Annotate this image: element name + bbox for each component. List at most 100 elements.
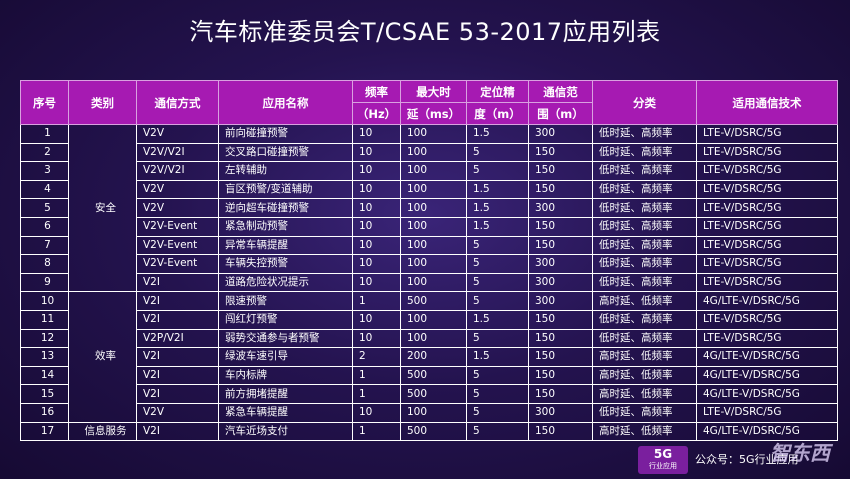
app-name-cell: 异常车辆提醒 [218, 235, 353, 256]
seq-cell: 3 [20, 161, 69, 181]
range-cell: 300 [528, 254, 593, 274]
header-range-unit: 围（m） [528, 102, 593, 125]
brand-watermark: 智东西 [770, 441, 830, 465]
latency-cell: 100 [400, 328, 467, 349]
table-row: 14 V2I 车内标牌 1 500 5 150 高时延、低频率 4G/LTE-V/DSRC/5G [20, 365, 838, 386]
seq-cell: 2 [20, 142, 69, 163]
header-app-name: 应用名称 [218, 80, 353, 125]
seq-cell: 7 [20, 235, 69, 256]
logo-main: 5G [653, 447, 673, 461]
comm-mode-cell: V2V-Event [136, 216, 219, 237]
range-cell: 150 [528, 421, 593, 442]
accuracy-cell: 5 [466, 235, 529, 256]
seq-cell: 4 [20, 179, 69, 200]
table-row: 10 效率 V2I 限速预警 1 500 5 300 高时延、低频率 4G/LTE-V/DSRC/… [20, 291, 838, 423]
freq-cell: 2 [352, 347, 401, 367]
comm-mode-cell: V2I [136, 365, 219, 386]
tech-cell: LTE-V/DSRC/5G [696, 402, 838, 423]
latency-cell: 100 [400, 402, 467, 423]
accuracy-cell: 5 [466, 328, 529, 349]
range-cell: 150 [528, 235, 593, 256]
latency-cell: 100 [400, 124, 467, 144]
latency-cell: 100 [400, 235, 467, 256]
table-header: 序号 类别 通信方式 应用名称 频率 最大时 定位精 通信范 分类 适用通信技术… [20, 80, 838, 125]
comm-mode-cell: V2V [136, 124, 219, 144]
classification-cell: 低时延、高频率 [592, 124, 697, 144]
classification-cell: 低时延、高频率 [592, 272, 697, 293]
comm-mode-cell: V2V [136, 179, 219, 200]
seq-cell: 13 [20, 347, 69, 367]
accuracy-cell: 1.5 [466, 347, 529, 367]
app-name-cell: 汽车近场支付 [218, 421, 353, 442]
header-comm-mode: 通信方式 [136, 80, 219, 125]
tech-cell: LTE-V/DSRC/5G [696, 179, 838, 200]
accuracy-cell: 5 [466, 365, 529, 386]
range-cell: 150 [528, 216, 593, 237]
freq-cell: 10 [352, 179, 401, 200]
comm-mode-cell: V2I [136, 421, 219, 442]
comm-mode-cell: V2V/V2I [136, 142, 219, 163]
tech-cell: LTE-V/DSRC/5G [696, 235, 838, 256]
classification-cell: 低时延、高频率 [592, 216, 697, 237]
latency-cell: 200 [400, 347, 467, 367]
table-row: 3 V2V/V2I 左转辅助 10 100 5 150 低时延、高频率 LTE-V/DSRC/5… [20, 161, 838, 181]
comm-mode-cell: V2V [136, 198, 219, 218]
range-cell: 300 [528, 198, 593, 218]
freq-cell: 10 [352, 272, 401, 293]
latency-cell: 100 [400, 142, 467, 163]
header-range: 通信范 [528, 80, 593, 103]
tech-cell: LTE-V/DSRC/5G [696, 254, 838, 274]
freq-cell: 10 [352, 216, 401, 237]
table-row: 8 V2V-Event 车辆失控预警 10 100 5 300 低时延、高频率 LTE-V/DS… [20, 254, 838, 274]
latency-cell: 100 [400, 179, 467, 200]
classification-cell: 低时延、高频率 [592, 179, 697, 200]
accuracy-cell: 5 [466, 384, 529, 404]
tech-cell: LTE-V/DSRC/5G [696, 328, 838, 349]
app-name-cell: 交叉路口碰撞预警 [218, 142, 353, 163]
accuracy-cell: 1.5 [466, 309, 529, 330]
tech-cell: LTE-V/DSRC/5G [696, 142, 838, 163]
tech-cell: 4G/LTE-V/DSRC/5G [696, 291, 838, 311]
latency-cell: 500 [400, 365, 467, 386]
range-cell: 150 [528, 347, 593, 367]
table-row: 17 信息服务 V2I 汽车近场支付 1 500 5 150 高时延、低频率 4G/LTE-V/D… [20, 421, 838, 442]
app-name-cell: 紧急车辆提醒 [218, 402, 353, 423]
table-row: 9 V2I 道路危险状况提示 10 100 5 300 低时延、高频率 LTE-V/DSRC/5… [20, 272, 838, 293]
classification-cell: 高时延、低频率 [592, 421, 697, 442]
table-row: 2 V2V/V2I 交叉路口碰撞预警 10 100 5 150 低时延、高频率 LTE-V/DS… [20, 142, 838, 163]
app-name-cell: 逆向超车碰撞预警 [218, 198, 353, 218]
tech-cell: LTE-V/DSRC/5G [696, 272, 838, 293]
table-row: 16 V2V 紧急车辆提醒 10 100 5 300 低时延、高频率 LTE-V/DSRC/5G [20, 402, 838, 423]
category-cell-safety: 安全 [68, 123, 137, 293]
app-name-cell: 绿波车速引导 [218, 347, 353, 367]
header-latency-unit: 延（ms） [400, 102, 467, 125]
tech-cell: 4G/LTE-V/DSRC/5G [696, 347, 838, 367]
header-tech: 适用通信技术 [696, 80, 838, 125]
table-row: 12 V2P/V2I 弱势交通参与者预警 10 100 5 150 低时延、高频率 LTE-V/… [20, 328, 838, 349]
comm-mode-cell: V2V-Event [136, 254, 219, 274]
seq-cell: 6 [20, 216, 69, 237]
latency-cell: 100 [400, 309, 467, 330]
freq-cell: 10 [352, 124, 401, 144]
5g-logo-icon: 5G 行业应用 [638, 446, 688, 474]
category-cell-efficiency: 效率 [68, 291, 137, 423]
freq-cell: 10 [352, 402, 401, 423]
classification-cell: 高时延、低频率 [592, 291, 697, 311]
comm-mode-cell: V2V-Event [136, 235, 219, 256]
tech-cell: LTE-V/DSRC/5G [696, 216, 838, 237]
tech-cell: 4G/LTE-V/DSRC/5G [696, 365, 838, 386]
seq-cell: 10 [20, 291, 69, 311]
latency-cell: 500 [400, 291, 467, 311]
range-cell: 300 [528, 291, 593, 311]
freq-cell: 10 [352, 309, 401, 330]
app-name-cell: 前向碰撞预警 [218, 124, 353, 144]
header-freq: 频率 [352, 80, 401, 103]
app-name-cell: 车内标牌 [218, 365, 353, 386]
classification-cell: 高时延、低频率 [592, 384, 697, 404]
standards-table: 序号 类别 通信方式 应用名称 频率 最大时 定位精 通信范 分类 适用通信技术… [20, 80, 838, 442]
tech-cell: LTE-V/DSRC/5G [696, 124, 838, 144]
table-row: 11 V2I 闯红灯预警 10 100 1.5 150 低时延、高频率 LTE-V/DSRC/5… [20, 309, 838, 330]
header-category: 类别 [68, 80, 137, 125]
footer-account: 公众号：5G行业应用 [695, 453, 799, 466]
seq-cell: 5 [20, 198, 69, 218]
